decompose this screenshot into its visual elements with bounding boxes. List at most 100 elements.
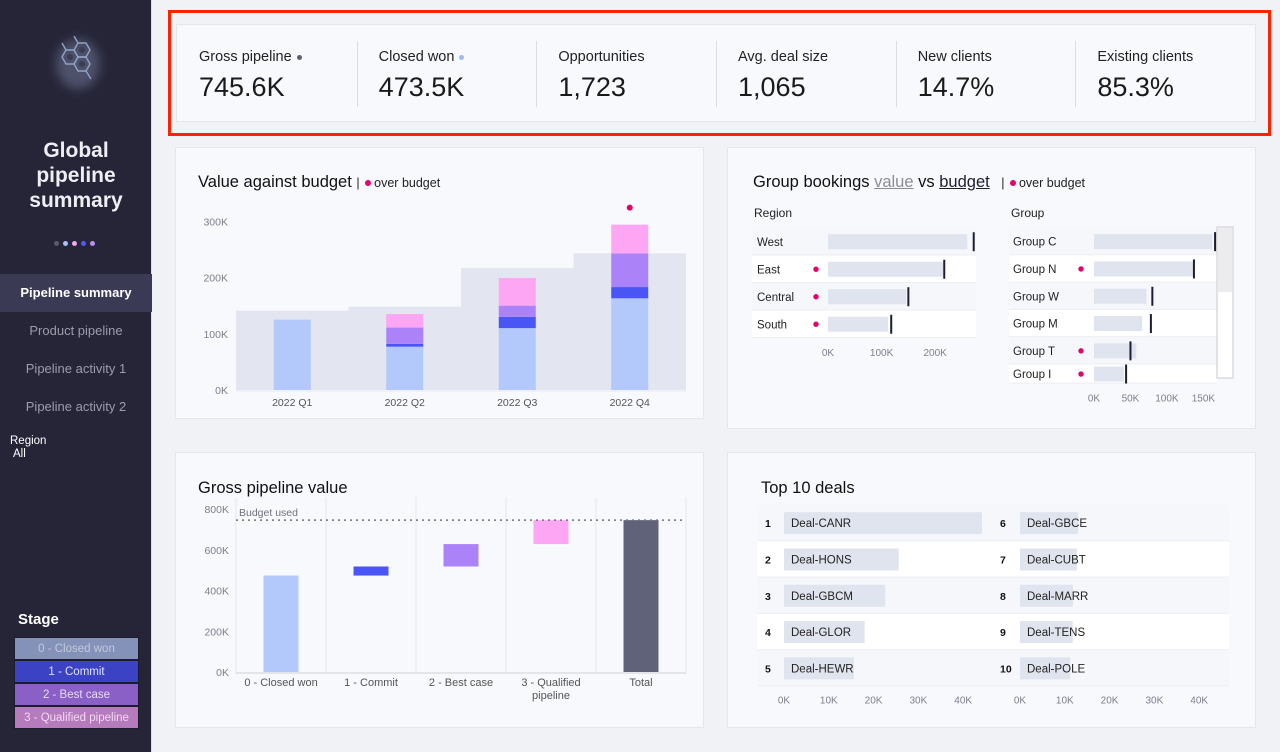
kpi-label: Existing clients [1097, 49, 1255, 65]
value-against-budget-panel: Value against budget | over budget 0K 100… [175, 147, 704, 419]
bullet-category-label: Group T [1013, 346, 1055, 358]
page-indicator [54, 241, 95, 246]
stage-legend: 0 - Closed won 1 - Commit 2 - Best case 3 -… [14, 637, 139, 729]
x-tick-label: pipeline [532, 690, 570, 702]
deal-rank: 3 [765, 591, 771, 603]
region-filter-value[interactable]: All [13, 448, 26, 460]
legend-label: over budget [1018, 176, 1085, 190]
stage-filter-item[interactable]: 1 - Commit [14, 660, 139, 683]
kpi-opportunities: Opportunities 1,723 [536, 25, 716, 121]
region-filter[interactable]: Region All [10, 435, 46, 461]
stage-filter-item[interactable]: 0 - Closed won [14, 637, 139, 660]
value-against-budget-chart: 0K 100K 200K 300K 2022 Q1 2022 Q2 2022 Q3 2022 … [203, 204, 686, 409]
bullet-budget-marker [1129, 341, 1132, 361]
bullet-category-label: East [757, 264, 781, 276]
bar-segment-1-commit [498, 316, 536, 329]
x-tick-label: 0K [1014, 696, 1027, 707]
deal-value-bar [784, 657, 854, 680]
bar-segment-3-qualified-pipeline [611, 224, 649, 254]
nav-item-product-pipeline[interactable]: Product pipeline [29, 323, 123, 338]
kpi-value: 85.3% [1097, 72, 1174, 102]
hexagon-molecule-icon [56, 35, 100, 89]
bar-segment-0-closed-won [273, 319, 311, 390]
x-tick-label: 40K [954, 696, 972, 707]
kpi-value: 14.7% [917, 72, 995, 102]
page-dot-3[interactable] [72, 241, 77, 246]
kpi-label-text: Avg. deal size [738, 49, 829, 65]
bullet-value-bar [828, 261, 944, 277]
title-value-legend: value [874, 173, 914, 191]
bullet-category-label: Group N [1013, 264, 1056, 276]
bullet-budget-marker [1149, 314, 1152, 334]
deal-name: Deal-CANR [791, 518, 851, 530]
bullet-header: Group [1011, 206, 1045, 220]
bullet-category-label: Group W [1013, 291, 1059, 303]
top-deals-title: Top 10 deals [761, 479, 855, 497]
kpi-existing-clients: Existing clients 85.3% [1075, 25, 1255, 121]
bar-segment-2-best-case [611, 253, 649, 288]
bullet-value-bar [1094, 316, 1143, 332]
deal-name: Deal-HONS [791, 554, 852, 566]
bar-segment-1-commit [386, 343, 424, 347]
page-dot-4[interactable] [81, 241, 86, 246]
over-budget-marker [813, 321, 819, 327]
x-tick-label: 2022 Q3 [497, 397, 537, 409]
kpi-new-clients: New clients 14.7% [895, 25, 1076, 121]
chart-legend: | over budget [356, 176, 441, 190]
bullet-value-bar [1094, 261, 1194, 277]
x-tick-label: 10K [820, 696, 838, 707]
group-bookings-panel: Group bookings value vs budget | over bu… [727, 147, 1256, 429]
top-deals-chart: 1 Deal-CANR 2 Deal-HONS 3 Deal-GBCM 4 Deal-GLOR… [757, 505, 1229, 707]
x-tick-label: 0K [778, 696, 791, 707]
kpi-label-text: Existing clients [1097, 49, 1194, 65]
kpi-label: Gross pipeline [199, 49, 357, 65]
x-tick-label: 10K [1056, 696, 1074, 707]
nav-item-pipeline-activity-1[interactable]: Pipeline activity 1 [25, 361, 127, 376]
bullet-value-bar [828, 316, 888, 332]
kpi-label: Closed won [379, 49, 537, 65]
kpi-legend-dot-icon [459, 54, 465, 60]
deal-value-bar [1020, 621, 1073, 644]
y-tick-label: 600K [204, 545, 229, 557]
kpi-legend-dot-icon [296, 54, 302, 60]
deal-value-bar [784, 584, 886, 607]
y-tick-label: 400K [204, 586, 229, 598]
nav-item-pipeline-activity-2[interactable]: Pipeline activity 2 [25, 399, 127, 414]
stage-filter-item[interactable]: 3 - Qualified pipeline [14, 706, 139, 729]
page-dot-2[interactable] [63, 241, 68, 246]
y-tick-label: 800K [204, 504, 229, 516]
deal-value-bar [1020, 512, 1079, 535]
scrollbar-thumb[interactable] [1218, 228, 1232, 292]
sidebar: Global pipeline summary Pipeline summary… [0, 0, 152, 752]
x-tick-label: 100K [870, 348, 894, 359]
x-tick-label: 2022 Q2 [385, 397, 425, 409]
bullet-category-label: Central [757, 292, 794, 304]
legend-label: over budget [374, 176, 441, 190]
waterfall-bar-0-closed-won [263, 575, 299, 672]
bullet-category-label: Group M [1013, 319, 1058, 331]
bar-segment-0-closed-won [611, 298, 649, 390]
highlight-annotation-box [168, 10, 1271, 136]
value-against-budget-title: Value against budget | over budget [198, 173, 440, 192]
nav-item-pipeline-summary[interactable]: Pipeline summary [0, 274, 152, 312]
page-dot-5[interactable] [90, 241, 95, 246]
bar-segment-1-commit [611, 287, 649, 299]
app-title: Global pipeline summary [0, 138, 152, 213]
stage-legend-title: Stage [18, 611, 59, 628]
bullet-budget-marker [890, 314, 893, 334]
deal-value-bar [1020, 548, 1077, 571]
x-tick-label: 50K [1122, 394, 1140, 405]
x-tick-label: 30K [909, 696, 927, 707]
region-filter-label: Region [10, 435, 47, 447]
bar-segment-2-best-case [498, 305, 536, 317]
stage-filter-item[interactable]: 2 - Best case [14, 683, 139, 706]
deal-rank: 7 [1000, 554, 1006, 566]
deal-value-bar [784, 621, 865, 644]
bullet-budget-marker [1151, 286, 1154, 306]
deal-name: Deal-GBCM [791, 591, 853, 603]
bullet-category-label: Group C [1013, 237, 1056, 249]
chart-title: Value against budget [198, 173, 352, 191]
page-dot-1[interactable] [54, 241, 59, 246]
waterfall-bar-3-qualified-pipeline [533, 520, 569, 545]
bullet-category-label: West [757, 237, 784, 249]
